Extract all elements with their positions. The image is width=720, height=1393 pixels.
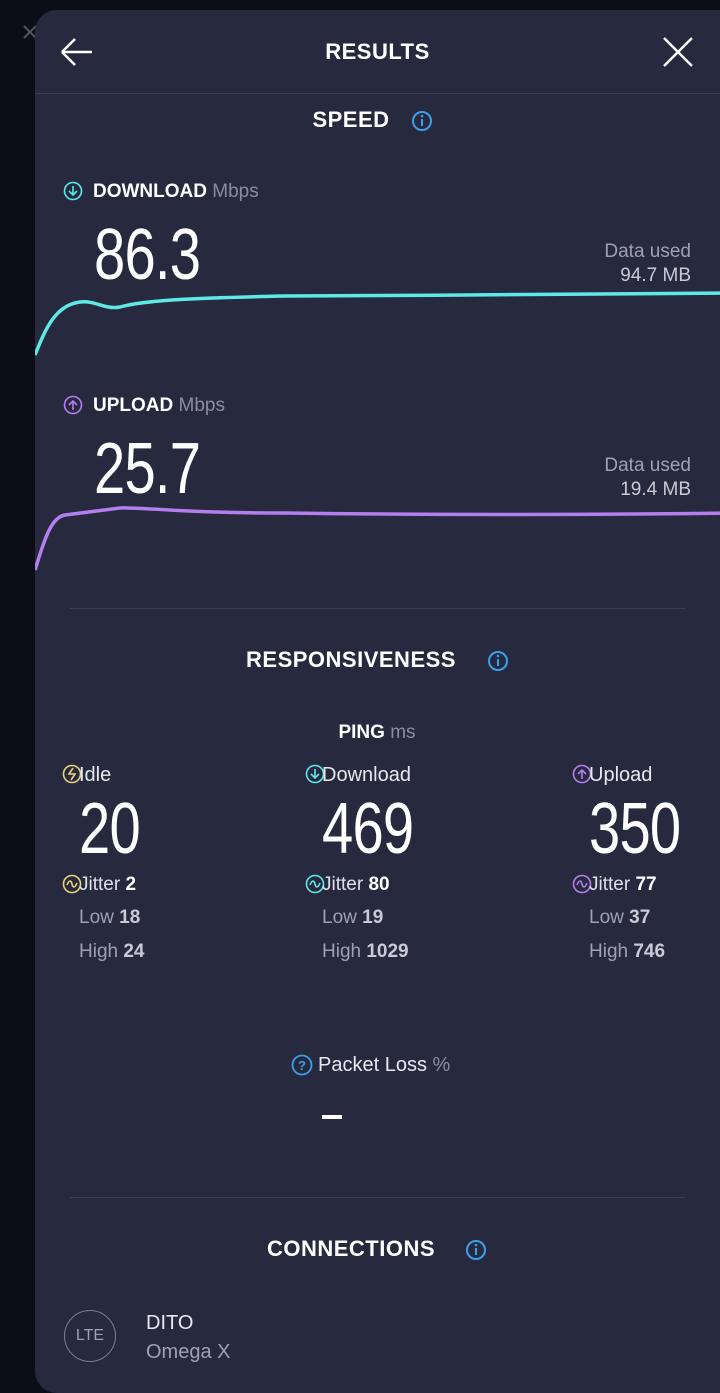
download-data-used-label: Data used	[604, 241, 691, 262]
close-button[interactable]	[662, 36, 694, 68]
svg-text:?: ?	[298, 1058, 306, 1073]
low-row: Low 18	[79, 907, 140, 929]
high-value: 1029	[366, 941, 409, 962]
low-value: 37	[629, 907, 651, 928]
info-icon[interactable]	[465, 1239, 487, 1261]
jitter-value: 77	[635, 874, 657, 895]
packet-loss-unit: %	[432, 1054, 451, 1076]
ping-label-text: PING	[338, 722, 385, 743]
low-label: Low	[589, 907, 624, 928]
download-graph	[35, 291, 720, 356]
jitter-icon	[572, 874, 592, 894]
provider-name: DITO	[146, 1312, 194, 1334]
ping-value: 20	[79, 789, 141, 869]
jitter-label: Jitter	[589, 874, 631, 895]
download-unit: Mbps	[212, 181, 259, 202]
ping-value: 469	[322, 789, 414, 869]
upload-data-used-label: Data used	[604, 455, 691, 476]
high-label: High	[322, 941, 362, 962]
ping-icon	[305, 764, 325, 784]
download-icon	[63, 181, 83, 201]
low-label: Low	[322, 907, 357, 928]
packet-loss-label: Packet Loss %	[318, 1054, 450, 1076]
packet-loss-empty	[322, 1115, 342, 1119]
results-panel: RESULTS SPEED DOWNLOAD Mbps 86.3 Data us…	[35, 10, 720, 1393]
speed-title: SPEED	[312, 107, 390, 132]
connection-badge: LTE	[64, 1310, 116, 1362]
packet-loss-label-text: Packet Loss	[318, 1054, 427, 1076]
upload-graph	[35, 506, 720, 571]
low-value: 18	[119, 907, 141, 928]
ping-column-label: Download	[322, 764, 411, 786]
jitter: Jitter 80	[322, 874, 390, 896]
ping-column-label: Upload	[589, 764, 653, 786]
background-close	[23, 25, 36, 39]
low-value: 19	[362, 907, 384, 928]
jitter: Jitter 2	[79, 874, 136, 896]
high-label: High	[589, 941, 629, 962]
info-icon[interactable]	[487, 650, 509, 672]
jitter-value: 2	[125, 874, 137, 895]
download-label: DOWNLOAD Mbps	[93, 181, 259, 203]
jitter-label: Jitter	[322, 874, 364, 895]
jitter-icon	[62, 874, 82, 894]
upload-data-used: 19.4 MB	[620, 479, 691, 500]
low-label: Low	[79, 907, 114, 928]
download-data-used: 94.7 MB	[620, 265, 691, 286]
jitter: Jitter 77	[589, 874, 657, 896]
upload-icon	[63, 395, 83, 415]
header-title: RESULTS	[325, 39, 430, 64]
help-icon[interactable]: ?	[291, 1054, 313, 1076]
upload-label: UPLOAD Mbps	[93, 395, 225, 417]
jitter-label: Jitter	[79, 874, 121, 895]
ping-unit: ms	[390, 722, 416, 743]
high-row: High 1029	[322, 941, 409, 963]
upload-value: 25.7	[94, 429, 201, 509]
ping-icon	[572, 764, 592, 784]
info-icon[interactable]	[411, 110, 433, 132]
connections-title: CONNECTIONS	[266, 1236, 436, 1261]
low-row: Low 37	[589, 907, 650, 929]
download-value: 86.3	[94, 215, 201, 295]
ping-icon	[62, 764, 82, 784]
jitter-icon	[305, 874, 325, 894]
download-label-text: DOWNLOAD	[93, 181, 207, 202]
section-divider	[70, 1197, 685, 1198]
low-row: Low 19	[322, 907, 383, 929]
high-row: High 24	[79, 941, 145, 963]
high-row: High 746	[589, 941, 665, 963]
back-button[interactable]	[59, 34, 95, 70]
ping-label: PING ms	[35, 722, 719, 744]
ping-value: 350	[589, 789, 681, 869]
responsiveness-title: RESPONSIVENESS	[246, 647, 456, 672]
high-value: 746	[633, 941, 666, 962]
server-name: Omega X	[146, 1341, 231, 1363]
high-label: High	[79, 941, 119, 962]
upload-unit: Mbps	[178, 395, 225, 416]
upload-label-text: UPLOAD	[93, 395, 174, 416]
section-divider	[70, 608, 685, 609]
high-value: 24	[123, 941, 145, 962]
header-divider	[35, 93, 720, 94]
ping-column-label: Idle	[79, 764, 112, 786]
jitter-value: 80	[368, 874, 390, 895]
